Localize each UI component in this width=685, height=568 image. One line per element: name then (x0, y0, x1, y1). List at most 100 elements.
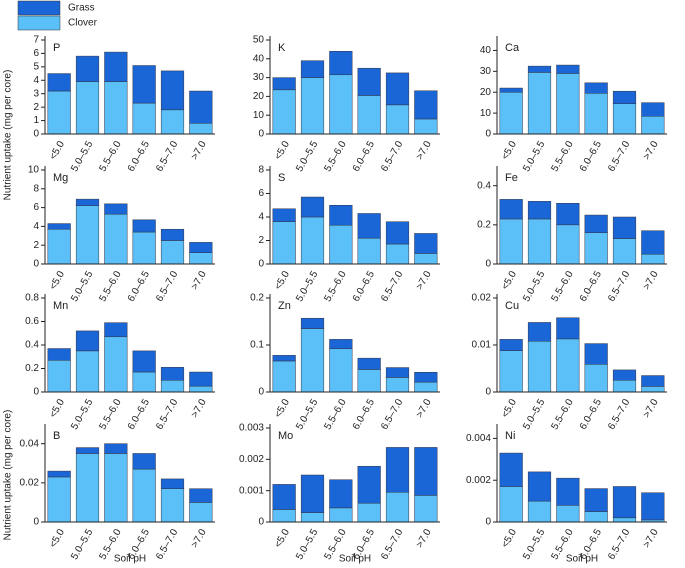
x-tick-label: >7.0 (641, 397, 661, 420)
panel-label: Ni (505, 430, 515, 442)
bar-segment (414, 118, 438, 135)
bar-segment (499, 486, 523, 523)
y-tick-label: 30 (480, 66, 492, 77)
bar-segment (612, 369, 637, 381)
bar-segment (75, 350, 100, 393)
bar-segment (556, 224, 580, 265)
x-axis-label: Soil pH (339, 554, 371, 565)
y-tick-label: 4 (33, 221, 39, 232)
bar-segment (160, 380, 185, 393)
bar-segment (47, 360, 71, 393)
bar-segment (75, 81, 100, 135)
y-tick-label: 0.003 (239, 423, 264, 434)
x-tick-label: 5.0–5.5 (294, 397, 320, 432)
x-tick-label: >7.0 (189, 139, 209, 162)
x-tick-label: 6.0–6.5 (351, 397, 377, 432)
x-tick-label: >7.0 (189, 527, 209, 550)
bar-segment (104, 81, 128, 135)
y-tick-label: 0 (33, 387, 39, 398)
bar-segment (104, 443, 128, 454)
bar-segment (584, 488, 608, 512)
bar-segment (527, 322, 552, 342)
y-tick-label: 0.4 (477, 180, 491, 191)
bar-segment (527, 471, 552, 502)
bar-segment (556, 73, 580, 135)
bar-segment (47, 476, 71, 523)
bar-segment (527, 65, 552, 73)
bar-segment (527, 201, 552, 220)
x-tick-label: >7.0 (414, 397, 434, 420)
bar-segment (499, 87, 523, 93)
bar-segment (385, 447, 410, 493)
bar-segment (556, 203, 580, 226)
x-tick-label: <5.0 (273, 527, 293, 550)
y-tick-label: 50 (253, 35, 265, 46)
x-tick-label: >7.0 (189, 397, 209, 420)
bar-segment (272, 484, 296, 510)
bar-segment (75, 198, 100, 206)
x-tick-label: 6.5–7.0 (606, 397, 632, 432)
x-tick-label: >7.0 (189, 269, 209, 292)
bar-segment (189, 385, 213, 393)
bar-segment (357, 237, 381, 265)
y-tick-label: 4 (258, 212, 264, 223)
bar-segment (385, 491, 410, 523)
panel-label: Mg (53, 172, 68, 184)
x-tick-label: 6.5–7.0 (379, 397, 405, 432)
bar-segment (160, 488, 185, 523)
panel-label: Mn (53, 300, 68, 312)
x-tick-label: 5.0–5.5 (294, 527, 320, 562)
bar-segment (300, 196, 325, 218)
bar-segment (272, 509, 296, 523)
bar-segment (329, 339, 353, 350)
bar-segment (641, 375, 665, 387)
y-tick-label: 0.02 (20, 477, 40, 488)
bar-segment (641, 386, 665, 393)
x-tick-label: 6.0–6.5 (578, 397, 604, 432)
bar-segment (160, 478, 185, 489)
x-tick-label: 5.0–5.5 (69, 139, 95, 174)
bar-segment (104, 51, 128, 82)
legend-swatch (17, 0, 61, 16)
y-tick-label: 8 (33, 183, 39, 194)
bar-segment (612, 380, 637, 393)
bar-segment (499, 339, 523, 351)
x-tick-label: 6.5–7.0 (154, 269, 180, 304)
y-tick-label: 2 (33, 240, 39, 251)
x-tick-label: 6.0–6.5 (351, 139, 377, 174)
bar-segment (132, 102, 156, 135)
bar-segment (329, 51, 353, 76)
x-tick-label: >7.0 (414, 139, 434, 162)
x-tick-label: <5.0 (273, 269, 293, 292)
x-tick-label: 5.5–6.0 (98, 269, 124, 304)
x-tick-label: <5.0 (273, 397, 293, 420)
y-tick-label: 0.1 (250, 340, 264, 351)
y-tick-label: 2 (33, 102, 39, 113)
bar-segment (104, 213, 128, 265)
legend-label: Clover (68, 18, 98, 29)
y-tick-label: 6 (33, 202, 39, 213)
y-tick-label: 0 (33, 129, 39, 140)
bar-segment (329, 205, 353, 226)
x-tick-label: 5.0–5.5 (521, 139, 547, 174)
y-tick-label: 20 (253, 91, 265, 102)
bar-segment (414, 90, 438, 120)
bar-segment (47, 228, 71, 265)
bar-segment (499, 452, 523, 487)
bar-segment (132, 219, 156, 233)
panel-label: Fe (505, 172, 518, 184)
bar-segment (272, 77, 296, 91)
x-tick-label: >7.0 (414, 269, 434, 292)
x-tick-label: 6.0–6.5 (126, 139, 152, 174)
x-tick-label: 5.5–6.0 (323, 269, 349, 304)
bar-segment (414, 253, 438, 265)
y-tick-label: 6 (33, 48, 39, 59)
bar-segment (160, 367, 185, 381)
bar-segment (300, 512, 325, 523)
bar-segment (104, 336, 128, 393)
bar-segment (357, 95, 381, 135)
bar-segment (189, 502, 213, 523)
y-tick-label: 0.04 (20, 438, 40, 449)
x-tick-label: <5.0 (500, 269, 520, 292)
